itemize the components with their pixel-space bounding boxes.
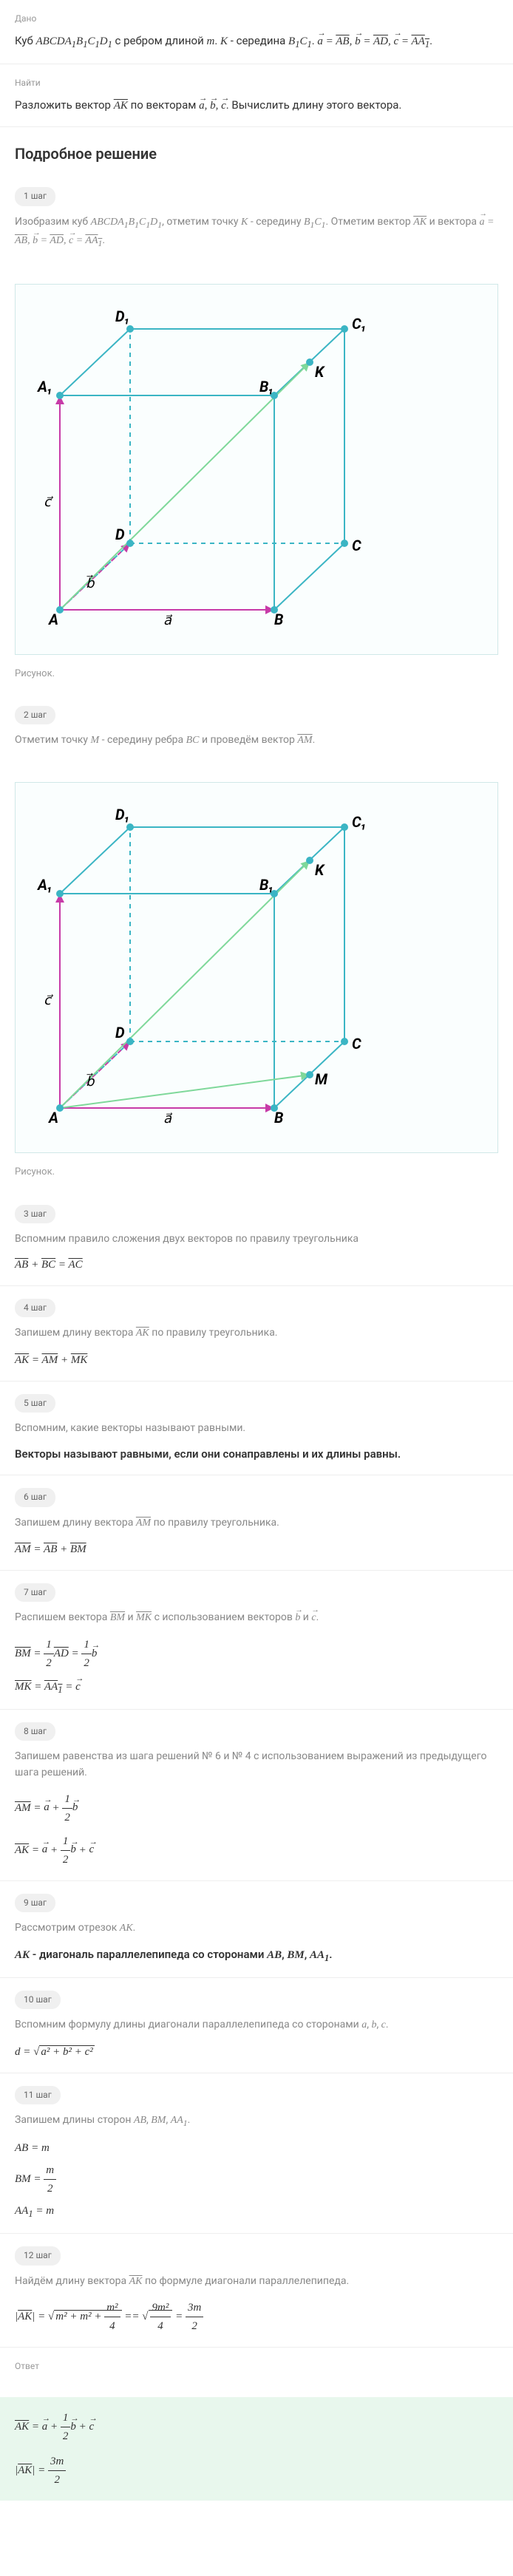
step-badge: 8 шаг: [15, 1722, 55, 1741]
answer-label-section: Ответ: [0, 2348, 513, 2391]
answer-eq-2: |AK| = 3m2: [15, 2453, 498, 2489]
equation: AM = a + 12b: [15, 1790, 498, 1826]
step-text: Рассмотрим отрезок AK.: [15, 1920, 498, 1937]
figure-1: A B C D A₁ B₁ C₁ D₁ K a⃗ b⃗ c⃗: [15, 284, 498, 655]
step-4: 4 шаг Запишем длину вектора AK по правил…: [0, 1286, 513, 1381]
svg-text:D₁: D₁: [115, 806, 130, 823]
equation: BM = m2: [15, 2161, 498, 2198]
step-badge: 11 шаг: [15, 2086, 61, 2104]
equation: AK = a + 12b + c: [15, 1832, 498, 1869]
svg-text:B: B: [274, 611, 284, 628]
given-text: Куб ABCDA1B1C1D1 с ребром длиной m. K - …: [15, 32, 498, 52]
step-5: 5 шаг Вспомним, какие векторы называют р…: [0, 1382, 513, 1475]
equation: |AK| = √m² + m² + m²4 == √9m²4 = 3m2: [15, 2299, 498, 2335]
statement: AK - диагональ параллелепипеда со сторон…: [15, 1945, 498, 1965]
svg-text:b⃗: b⃗: [86, 574, 95, 591]
step-text: Распишем вектора BM и MK с использование…: [15, 1609, 498, 1626]
step-text: Найдём длину вектора AK по формуле диаго…: [15, 2273, 498, 2290]
equation: MK = AA1 = c: [15, 1678, 498, 1697]
divider: [0, 126, 513, 127]
step-badge: 5 шаг: [15, 1394, 55, 1413]
figure-caption: Рисунок.: [15, 1165, 498, 1180]
step-badge: 1 шаг: [15, 187, 55, 205]
svg-text:B: B: [274, 1109, 284, 1126]
svg-text:a⃗: a⃗: [163, 1111, 173, 1126]
svg-text:c⃗: c⃗: [44, 993, 53, 1008]
given-label: Дано: [15, 12, 498, 26]
answer-eq-1: AK = a + 12b + c: [15, 2409, 498, 2445]
equation: BM = 12AD = 12b: [15, 1636, 498, 1672]
equation: AM = AB + BM: [15, 1540, 498, 1558]
step-badge: 10 шаг: [15, 1991, 61, 2009]
step-1: 1 шаг Изобразим куб ABCDA1B1C1D1, отмети…: [0, 174, 513, 271]
svg-text:D: D: [115, 526, 125, 543]
svg-text:A: A: [47, 1109, 58, 1126]
svg-text:B₁: B₁: [259, 378, 274, 395]
answer-label: Ответ: [15, 2359, 498, 2373]
svg-text:D: D: [115, 1024, 125, 1041]
step-badge: 9 шаг: [15, 1894, 55, 1912]
svg-text:B₁: B₁: [259, 876, 274, 894]
step-badge: 4 шаг: [15, 1299, 55, 1317]
svg-text:a⃗: a⃗: [163, 613, 173, 628]
step-7: 7 шаг Распишем вектора BM и MK с использ…: [0, 1571, 513, 1709]
equation: AA1 = m: [15, 2202, 498, 2221]
step-text: Вспомним правило сложения двух векторов …: [15, 1231, 498, 1247]
svg-text:D₁: D₁: [115, 307, 130, 325]
svg-text:c⃗: c⃗: [44, 495, 53, 510]
figure-caption: Рисунок.: [15, 667, 498, 682]
step-badge: 12 шаг: [15, 2246, 61, 2265]
step-badge: 3 шаг: [15, 1205, 55, 1223]
step-3: 3 шаг Вспомним правило сложения двух век…: [0, 1192, 513, 1286]
step-text: Вспомним, какие векторы называют равными…: [15, 1420, 498, 1436]
step-10: 10 шаг Вспомним формулу длины диагонали …: [0, 1978, 513, 2073]
find-label: Найти: [15, 76, 498, 90]
step-text: Запишем длины сторон AB, BM, AA1.: [15, 2112, 498, 2130]
find-section: Найти Разложить вектор AK по векторам a,…: [0, 64, 513, 126]
step-9: 9 шаг Рассмотрим отрезок AK. AK - диагон…: [0, 1881, 513, 1978]
svg-text:C₁: C₁: [352, 315, 367, 333]
step-badge: 2 шаг: [15, 706, 55, 724]
step-text: Запишем равенства из шага решений № 6 и …: [15, 1748, 498, 1781]
step-text: Запишем длину вектора AK по правилу треу…: [15, 1325, 498, 1342]
answer-box: AK = a + 12b + c |AK| = 3m2: [0, 2397, 513, 2501]
svg-text:C₁: C₁: [352, 813, 367, 831]
svg-text:C: C: [352, 1035, 361, 1053]
equation: AB = m: [15, 2139, 498, 2157]
svg-text:K: K: [315, 363, 325, 381]
svg-text:A: A: [47, 611, 58, 628]
step-6: 6 шаг Запишем длину вектора AM по правил…: [0, 1475, 513, 1570]
equation: AB + BC = AC: [15, 1256, 498, 1274]
svg-text:K: K: [315, 861, 325, 879]
svg-text:M: M: [315, 1070, 328, 1088]
step-text: Отметим точку M - середину ребра BC и пр…: [15, 732, 498, 749]
step-badge: 6 шаг: [15, 1488, 55, 1506]
step-text: Запишем длину вектора AM по правилу треу…: [15, 1515, 498, 1532]
svg-text:b⃗: b⃗: [86, 1073, 95, 1090]
equation: AK = AM + MK: [15, 1351, 498, 1369]
step-12: 12 шаг Найдём длину вектора AK по формул…: [0, 2234, 513, 2347]
definition: Векторы называют равными, если они сонап…: [15, 1445, 498, 1463]
svg-text:A₁: A₁: [36, 876, 52, 894]
solution-heading: Подробное решение: [15, 142, 513, 166]
step-text: Изобразим куб ABCDA1B1C1D1, отметим точк…: [15, 214, 498, 251]
step-2: 2 шаг Отметим точку M - середину ребра B…: [0, 693, 513, 770]
svg-text:A₁: A₁: [36, 378, 52, 395]
step-text: Вспомним формулу длины диагонали паралле…: [15, 2016, 498, 2033]
step-8: 8 шаг Запишем равенства из шага решений …: [0, 1710, 513, 1880]
figure-2: A B C D A₁ B₁ C₁ D₁ K M a⃗ b⃗ c⃗: [15, 782, 498, 1153]
equation: d = √a² + b² + c²: [15, 2043, 498, 2061]
step-badge: 7 шаг: [15, 1583, 55, 1602]
svg-text:C: C: [352, 537, 361, 554]
step-11: 11 шаг Запишем длины сторон AB, BM, AA1.…: [0, 2073, 513, 2234]
find-text: Разложить вектор AK по векторам a, b, c.…: [15, 96, 498, 115]
given-section: Дано Куб ABCDA1B1C1D1 с ребром длиной m.…: [0, 0, 513, 64]
